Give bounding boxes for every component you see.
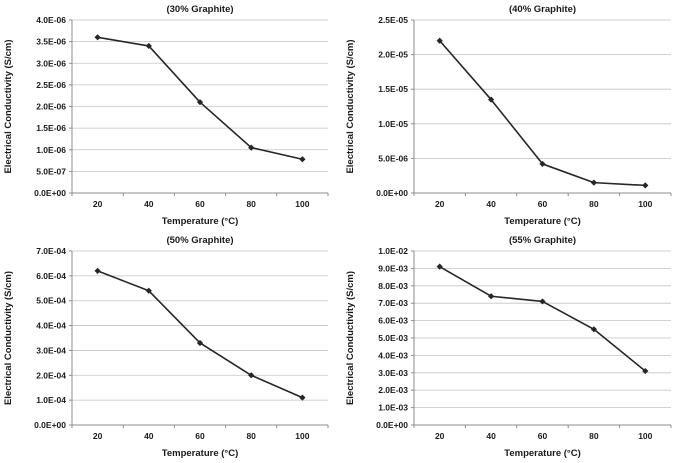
y-tick-label: 4.0E-04 [36,321,66,331]
x-tick-label: 100 [638,431,652,441]
y-tick-label: 2.5E-05 [378,15,408,25]
data-marker [94,34,101,41]
y-tick-label: 0.0E+00 [34,420,66,430]
x-tick-label: 20 [435,199,445,209]
y-tick-label: 1.0E-06 [36,145,66,155]
x-tick-label: 60 [195,431,205,441]
chart-svg: 0.0E+00 5.0E-07 1.0E-06 1.5E-06 2.0E-06 2.5E-… [3,4,329,227]
data-marker [642,182,649,189]
x-axis-label: Temperature (°C) [504,448,580,459]
y-tick-label: 8.0E-03 [378,281,408,291]
data-marker [196,339,204,347]
x-tick-label: 20 [435,431,445,441]
y-tick-label: 2.5E-06 [36,80,66,90]
x-tick-label: 80 [589,431,599,441]
y-tick-label: 7.0E-04 [36,246,66,256]
x-axis-label: Temperature (°C) [162,216,238,227]
x-tick-label: 40 [144,199,154,209]
y-tick-label: 5.0E-07 [36,166,66,176]
chart-30-graphite: 0.0E+00 5.0E-07 1.0E-06 1.5E-06 2.0E-06 2.5E-… [0,0,342,231]
x-tick-label: 80 [246,431,256,441]
y-axis-label: Electrical Conductivity (S/cm) [3,271,14,405]
y-tick-label: 1.5E-06 [36,123,66,133]
y-tick-label: 4.0E-06 [36,15,66,25]
y-tick-label: 1.5E-05 [378,84,408,94]
y-tick-label: 9.0E-03 [378,263,408,273]
data-marker [145,287,152,294]
x-tick-label: 40 [144,431,154,441]
chart-50-graphite: 0.0E+00 1.0E-04 2.0E-04 3.0E-04 4.0E-04 5.0E-… [0,231,342,463]
chart-40-graphite: 0.0E+00 5.0E-06 1.0E-05 1.5E-05 2.0E-05 2.5E-… [342,0,685,231]
data-marker [248,372,255,379]
x-tick-label: 60 [538,199,548,209]
y-tick-label: 5.0E-04 [36,296,66,306]
y-tick-label: 5.0E-03 [378,333,408,343]
data-marker [488,96,495,103]
data-marker [299,156,306,163]
y-tick-label: 1.0E-04 [36,395,66,405]
data-marker [539,160,546,168]
data-line [97,36,303,161]
y-tick-label: 1.0E-02 [378,246,408,256]
y-tick-label: 0.0E+00 [376,420,408,430]
x-tick-label: 80 [589,199,599,209]
chart-svg: 0.0E+00 5.0E-06 1.0E-05 1.5E-05 2.0E-05 2.5E-… [345,4,672,227]
y-tick-label: 5.0E-06 [378,153,408,163]
x-tick-label: 40 [486,199,496,209]
x-tick-label: 80 [246,199,256,209]
chart-svg: 0.0E+00 1.0E-04 2.0E-04 3.0E-04 4.0E-04 5.0E-… [3,235,329,459]
data-marker [299,394,306,401]
chart-svg: 0.0E+00 1.0E-03 2.0E-03 3.0E-03 4.0E-03 5.0E-… [345,235,672,459]
y-axis-label: Electrical Conductivity (S/cm) [345,39,356,173]
y-axis-label: Electrical Conductivity (S/cm) [345,271,356,405]
data-marker [539,298,546,305]
y-tick-label: 3.0E-06 [36,58,66,68]
chart-title: (55% Graphite) [509,235,576,246]
data-marker [94,267,101,274]
chart-55-graphite: 0.0E+00 1.0E-03 2.0E-03 3.0E-03 4.0E-03 5.0E-… [342,231,685,463]
x-tick-label: 40 [486,431,496,441]
y-axis-label: Electrical Conductivity (S/cm) [3,39,14,173]
x-tick-label: 100 [295,199,309,209]
y-tick-label: 3.0E-04 [36,345,66,355]
x-tick-label: 20 [93,199,103,209]
y-tick-label: 2.0E-04 [36,370,66,380]
chart-title: (30% Graphite) [166,4,233,15]
chart-title: (40% Graphite) [509,4,576,15]
x-axis-label: Temperature (°C) [162,448,238,459]
y-tick-label: 2.0E-03 [378,385,408,395]
data-line [97,270,303,399]
y-tick-label: 6.0E-04 [36,271,66,281]
y-tick-label: 7.0E-03 [378,298,408,308]
y-tick-label: 3.0E-03 [378,368,408,378]
y-tick-label: 0.0E+00 [376,188,408,198]
data-marker [590,179,597,186]
data-marker [145,42,152,50]
y-tick-label: 6.0E-03 [378,316,408,326]
y-tick-label: 1.0E-05 [378,119,408,129]
y-tick-label: 1.0E-03 [378,403,408,413]
y-tick-label: 0.0E+00 [34,188,66,198]
data-marker [196,99,204,106]
y-tick-label: 4.0E-03 [378,350,408,360]
x-tick-label: 60 [538,431,548,441]
y-tick-label: 2.0E-05 [378,50,408,60]
x-tick-label: 100 [638,199,652,209]
x-axis-label: Temperature (°C) [504,216,580,227]
data-marker [642,367,649,375]
x-tick-label: 100 [295,431,309,441]
y-tick-label: 2.0E-06 [36,102,66,112]
chart-title: (50% Graphite) [166,235,233,246]
data-marker [248,144,255,151]
x-tick-label: 60 [195,199,205,209]
y-tick-label: 3.5E-06 [36,37,66,47]
x-tick-label: 20 [93,431,103,441]
